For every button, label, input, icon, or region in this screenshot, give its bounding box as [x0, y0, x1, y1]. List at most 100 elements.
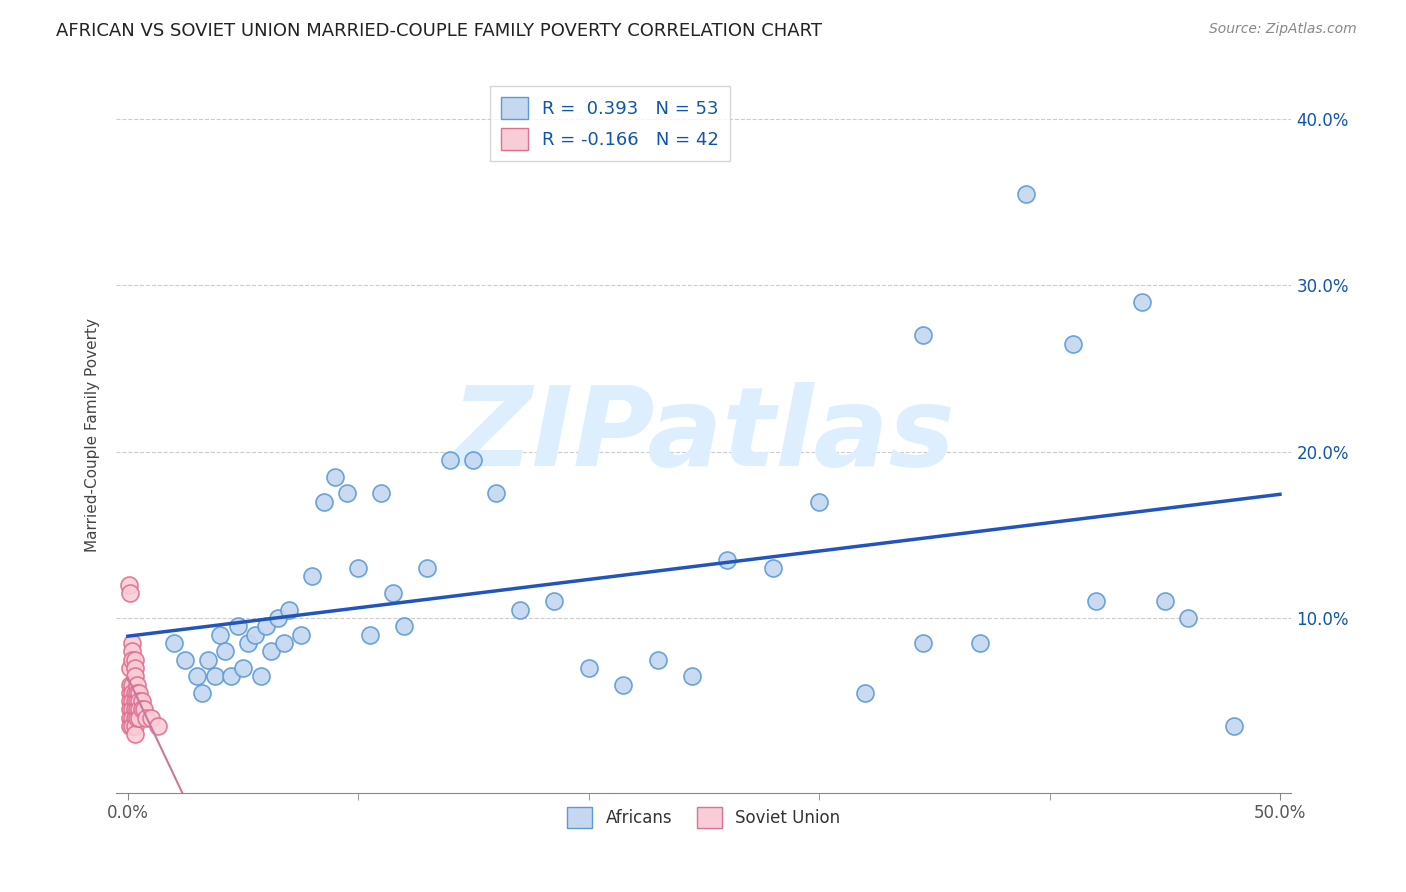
Point — [125, 711, 148, 725]
Point — [359, 627, 381, 641]
Point — [214, 644, 236, 658]
Point — [509, 603, 531, 617]
Point — [463, 453, 485, 467]
Point — [204, 669, 226, 683]
Point — [120, 686, 142, 700]
Point — [124, 669, 146, 683]
Point — [911, 328, 934, 343]
Point — [139, 711, 162, 725]
Point — [128, 711, 150, 725]
Point — [439, 453, 461, 467]
Point — [278, 603, 301, 617]
Point — [232, 661, 254, 675]
Point — [853, 686, 876, 700]
Point — [243, 627, 266, 641]
Text: Source: ZipAtlas.com: Source: ZipAtlas.com — [1209, 22, 1357, 37]
Point — [121, 652, 143, 666]
Point — [323, 469, 346, 483]
Point — [128, 702, 150, 716]
Point — [416, 561, 439, 575]
Point — [221, 669, 243, 683]
Point — [135, 711, 157, 725]
Point — [121, 644, 143, 658]
Point — [131, 702, 153, 716]
Point — [1177, 611, 1199, 625]
Point — [578, 661, 600, 675]
Point — [1130, 295, 1153, 310]
Point — [125, 702, 148, 716]
Point — [236, 636, 259, 650]
Point — [120, 702, 142, 716]
Text: ZIPatlas: ZIPatlas — [451, 382, 956, 489]
Point — [208, 627, 231, 641]
Point — [190, 686, 212, 700]
Point — [124, 702, 146, 716]
Point — [131, 694, 153, 708]
Point — [336, 486, 359, 500]
Point — [370, 486, 392, 500]
Y-axis label: Married-Couple Family Poverty: Married-Couple Family Poverty — [86, 318, 100, 552]
Point — [273, 636, 295, 650]
Point — [381, 586, 404, 600]
Point — [124, 727, 146, 741]
Point — [125, 686, 148, 700]
Point — [290, 627, 312, 641]
Point — [121, 711, 143, 725]
Point — [124, 686, 146, 700]
Point — [124, 652, 146, 666]
Point — [120, 677, 142, 691]
Point — [1223, 719, 1246, 733]
Point — [1153, 594, 1175, 608]
Point — [1015, 186, 1038, 201]
Point — [1084, 594, 1107, 608]
Point — [124, 711, 146, 725]
Point — [969, 636, 991, 650]
Point — [121, 719, 143, 733]
Point — [1062, 336, 1084, 351]
Point — [312, 494, 335, 508]
Point — [125, 694, 148, 708]
Point — [911, 636, 934, 650]
Point — [120, 586, 142, 600]
Point — [612, 677, 634, 691]
Point — [266, 611, 288, 625]
Point — [132, 702, 155, 716]
Point — [762, 561, 785, 575]
Point — [121, 694, 143, 708]
Point — [716, 553, 738, 567]
Point — [125, 677, 148, 691]
Point — [174, 652, 197, 666]
Point — [121, 686, 143, 700]
Point — [394, 619, 416, 633]
Point — [120, 711, 142, 725]
Point — [228, 619, 250, 633]
Point — [163, 636, 186, 650]
Point — [124, 719, 146, 733]
Point — [681, 669, 703, 683]
Point — [250, 669, 273, 683]
Point — [146, 719, 169, 733]
Point — [301, 569, 323, 583]
Point — [121, 677, 143, 691]
Point — [121, 636, 143, 650]
Point — [485, 486, 508, 500]
Point — [120, 719, 142, 733]
Point — [124, 661, 146, 675]
Point — [197, 652, 219, 666]
Point — [128, 694, 150, 708]
Point — [121, 702, 143, 716]
Point — [124, 694, 146, 708]
Point — [260, 644, 283, 658]
Point — [347, 561, 370, 575]
Point — [186, 669, 208, 683]
Point — [254, 619, 277, 633]
Point — [120, 661, 142, 675]
Text: AFRICAN VS SOVIET UNION MARRIED-COUPLE FAMILY POVERTY CORRELATION CHART: AFRICAN VS SOVIET UNION MARRIED-COUPLE F… — [56, 22, 823, 40]
Point — [118, 578, 141, 592]
Point — [128, 686, 150, 700]
Point — [808, 494, 831, 508]
Point — [543, 594, 565, 608]
Legend: Africans, Soviet Union: Africans, Soviet Union — [561, 801, 848, 834]
Point — [120, 694, 142, 708]
Point — [647, 652, 669, 666]
